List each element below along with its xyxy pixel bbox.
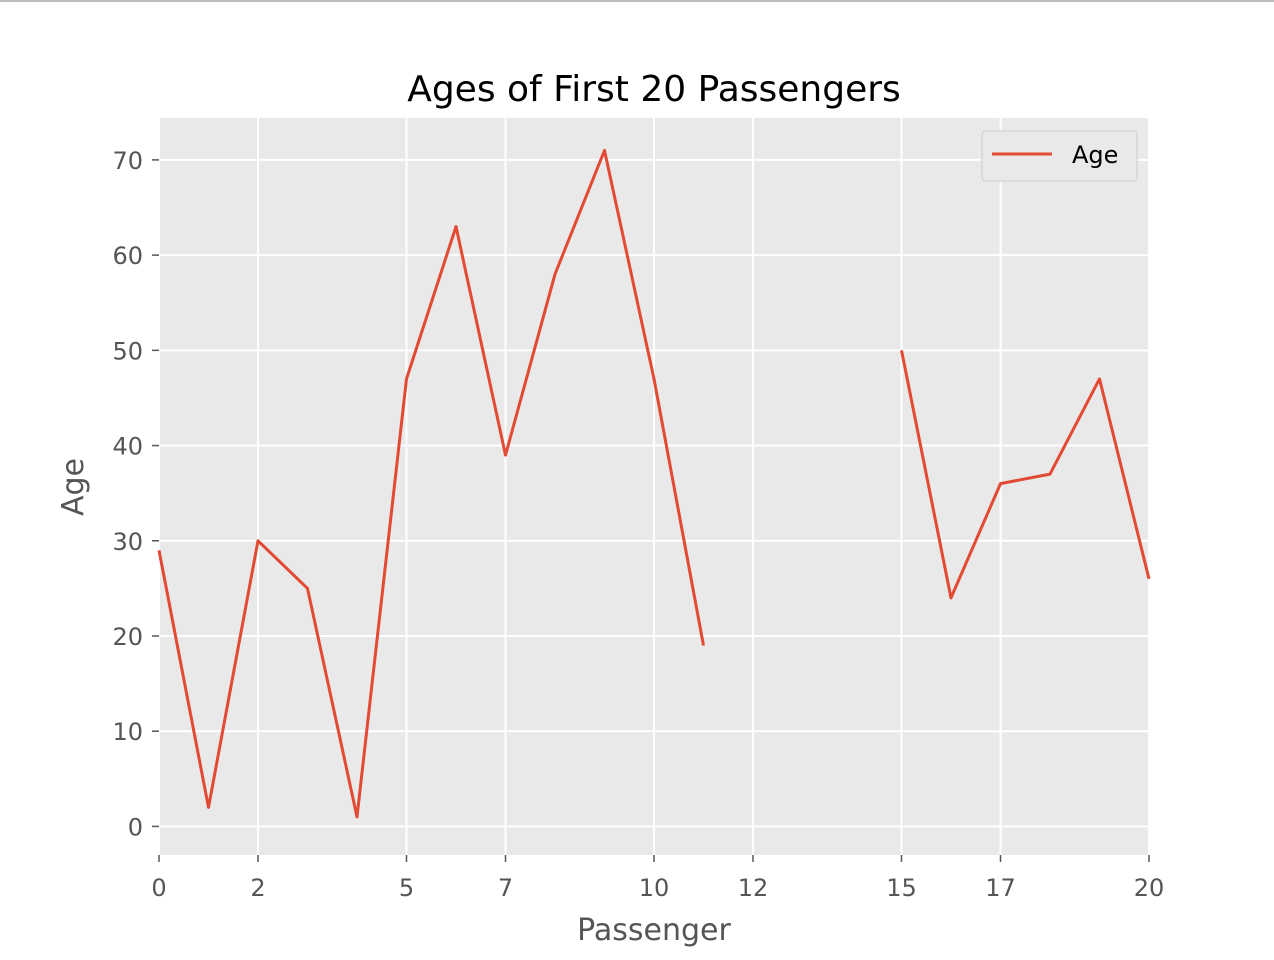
series-line-age	[900, 350, 1151, 600]
x-tick-label: 2	[250, 874, 265, 902]
window-top-border	[0, 0, 1274, 2]
x-tick-label: 7	[498, 874, 513, 902]
x-axis-ticks: 0 2 5 7 10 12 15 17 20	[151, 855, 1164, 902]
legend-label-age: Age	[1072, 141, 1118, 169]
y-axis-ticks: 0 10 20 30 40 50 60 70	[112, 147, 159, 841]
x-tick-label: 12	[738, 874, 769, 902]
series-lines	[157, 148, 1151, 819]
y-axis-label: Age	[56, 458, 91, 516]
x-tick-label: 20	[1134, 874, 1165, 902]
x-tick-label: 10	[639, 874, 670, 902]
y-tick-label: 40	[112, 433, 143, 461]
y-tick-label: 30	[112, 528, 143, 556]
y-tick-label: 10	[112, 718, 143, 746]
y-tick-label: 60	[112, 242, 143, 270]
y-tick-label: 50	[112, 337, 143, 365]
y-tick-label: 0	[128, 813, 143, 841]
y-tick-label: 20	[112, 623, 143, 651]
y-tick-label: 70	[112, 147, 143, 175]
x-axis-label: Passenger	[577, 913, 731, 948]
series-line-age	[157, 148, 705, 819]
legend-box	[981, 130, 1138, 182]
x-tick-label: 0	[151, 874, 166, 902]
x-tick-label: 17	[985, 874, 1016, 902]
x-tick-label: 5	[399, 874, 414, 902]
legend: Age	[981, 130, 1138, 182]
chart-title: Ages of First 20 Passengers	[407, 69, 901, 110]
x-tick-label: 15	[886, 874, 917, 902]
grid	[158, 118, 1150, 855]
